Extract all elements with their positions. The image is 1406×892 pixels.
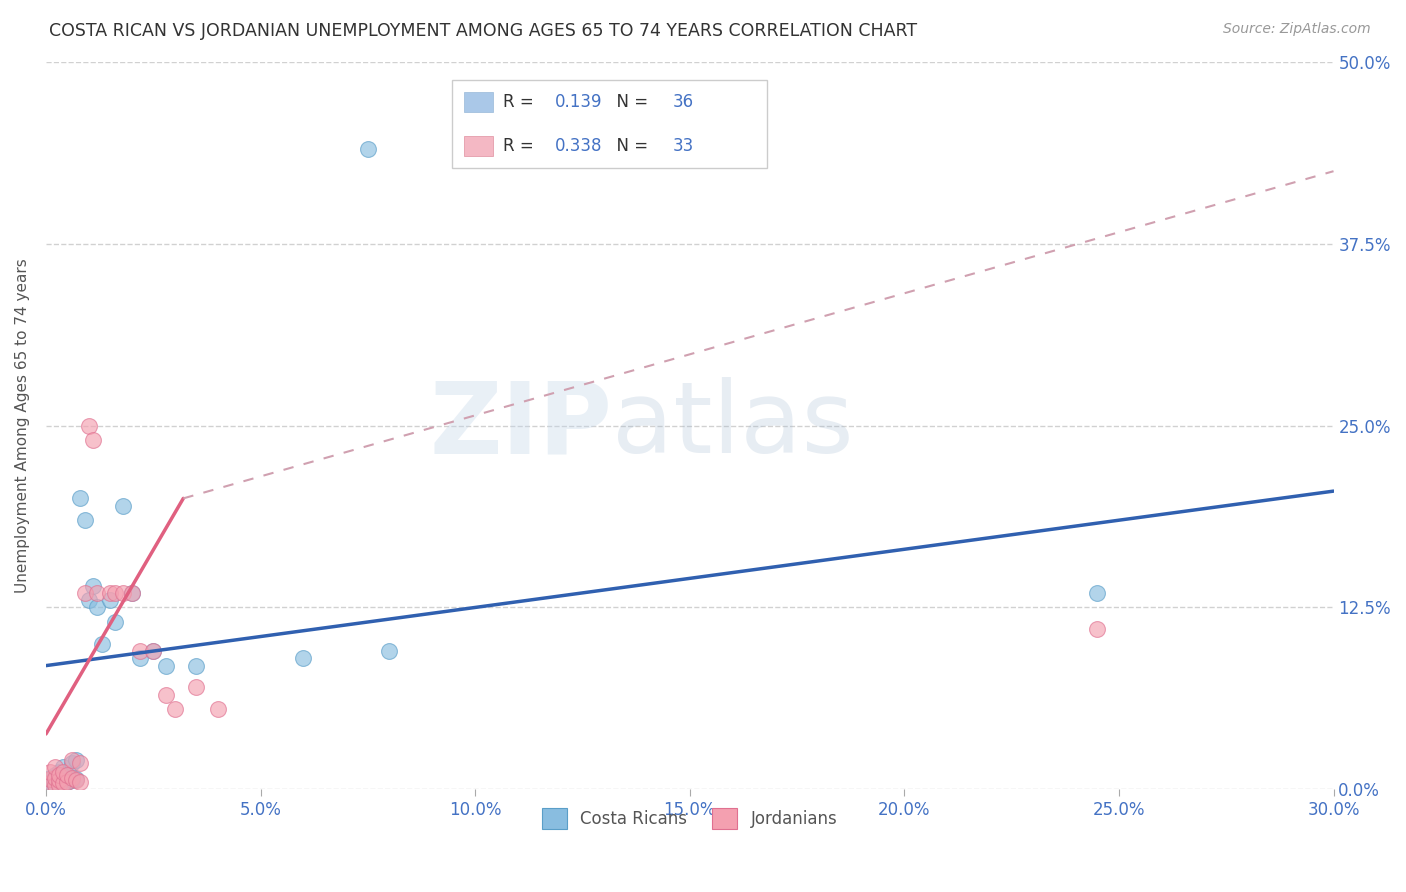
Point: [104, 615, 127, 629]
Point: [121, 586, 143, 600]
Point: [39, 776, 62, 790]
Text: N =: N =: [606, 136, 654, 154]
Point: [163, 702, 186, 716]
Point: [39, 772, 62, 786]
Bar: [464, 136, 492, 156]
Point: [129, 644, 152, 658]
Point: [378, 644, 401, 658]
Point: [155, 658, 177, 673]
Point: [104, 586, 127, 600]
Legend: Costa Ricans, Jordanians: Costa Ricans, Jordanians: [536, 802, 844, 836]
Text: 33: 33: [673, 136, 695, 154]
Point: [112, 499, 135, 513]
Text: R =: R =: [503, 136, 538, 154]
Point: [60, 771, 83, 785]
Point: [73, 586, 96, 600]
Point: [60, 753, 83, 767]
Point: [48, 767, 70, 781]
Point: [44, 760, 66, 774]
Point: [69, 491, 91, 506]
Point: [44, 771, 66, 785]
Point: [44, 778, 66, 792]
Point: [52, 776, 75, 790]
Bar: [451, 80, 768, 168]
Y-axis label: Unemployment Among Ages 65 to 74 years: Unemployment Among Ages 65 to 74 years: [15, 259, 30, 593]
Point: [48, 778, 70, 792]
Point: [52, 778, 75, 792]
Text: R =: R =: [503, 93, 538, 112]
Text: N =: N =: [606, 93, 654, 112]
Point: [52, 771, 75, 785]
Point: [56, 767, 79, 781]
Text: 0.139: 0.139: [554, 93, 602, 112]
Point: [56, 775, 79, 789]
Point: [186, 681, 208, 695]
Point: [207, 702, 229, 716]
Point: [48, 776, 70, 790]
Point: [129, 651, 152, 665]
Point: [86, 600, 108, 615]
Point: [98, 586, 121, 600]
Point: [121, 586, 143, 600]
Point: [39, 764, 62, 779]
Point: [48, 772, 70, 786]
Point: [65, 753, 87, 767]
Point: [69, 756, 91, 770]
Point: [77, 593, 100, 607]
Point: [357, 142, 380, 156]
Point: [60, 756, 83, 770]
Point: [39, 771, 62, 785]
Point: [44, 778, 66, 792]
Point: [65, 773, 87, 788]
Point: [86, 586, 108, 600]
Text: 0.338: 0.338: [554, 136, 602, 154]
Point: [77, 418, 100, 433]
Point: [1087, 586, 1109, 600]
Point: [48, 764, 70, 779]
Point: [73, 513, 96, 527]
Point: [292, 651, 315, 665]
Point: [155, 688, 177, 702]
Point: [112, 586, 135, 600]
Text: 36: 36: [673, 93, 695, 112]
Point: [39, 775, 62, 789]
Point: [186, 658, 208, 673]
Point: [82, 579, 104, 593]
Point: [142, 644, 165, 658]
Point: [56, 775, 79, 789]
Text: COSTA RICAN VS JORDANIAN UNEMPLOYMENT AMONG AGES 65 TO 74 YEARS CORRELATION CHAR: COSTA RICAN VS JORDANIAN UNEMPLOYMENT AM…: [49, 22, 917, 40]
Point: [69, 775, 91, 789]
Text: Source: ZipAtlas.com: Source: ZipAtlas.com: [1223, 22, 1371, 37]
Text: ZIP: ZIP: [430, 377, 613, 475]
Point: [142, 644, 165, 658]
Point: [56, 767, 79, 781]
Point: [65, 772, 87, 786]
Point: [98, 593, 121, 607]
Bar: [464, 92, 492, 112]
Text: atlas: atlas: [613, 377, 853, 475]
Point: [44, 767, 66, 781]
Point: [60, 773, 83, 788]
Point: [52, 760, 75, 774]
Point: [39, 778, 62, 792]
Point: [1087, 622, 1109, 636]
Point: [82, 434, 104, 448]
Point: [90, 637, 112, 651]
Point: [48, 773, 70, 788]
Point: [44, 773, 66, 788]
Point: [52, 764, 75, 779]
